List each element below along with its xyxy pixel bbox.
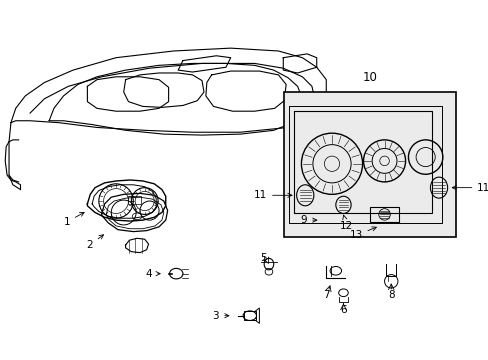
Text: 5: 5 xyxy=(259,253,266,264)
Text: 7: 7 xyxy=(322,290,329,300)
Bar xyxy=(244,311,255,320)
Text: 13: 13 xyxy=(348,227,376,240)
Text: 10: 10 xyxy=(362,71,377,84)
Text: 2: 2 xyxy=(86,235,103,250)
Text: 9: 9 xyxy=(300,215,316,225)
Text: 6: 6 xyxy=(340,305,346,315)
Text: 4: 4 xyxy=(145,269,160,279)
Text: 3: 3 xyxy=(212,311,228,321)
Bar xyxy=(127,196,141,204)
Text: 12: 12 xyxy=(339,215,352,231)
Bar xyxy=(369,207,398,222)
Bar xyxy=(284,92,455,237)
Text: 11: 11 xyxy=(253,190,291,200)
Text: 11: 11 xyxy=(451,183,488,193)
Text: 8: 8 xyxy=(387,290,394,300)
Text: 1: 1 xyxy=(63,212,84,227)
